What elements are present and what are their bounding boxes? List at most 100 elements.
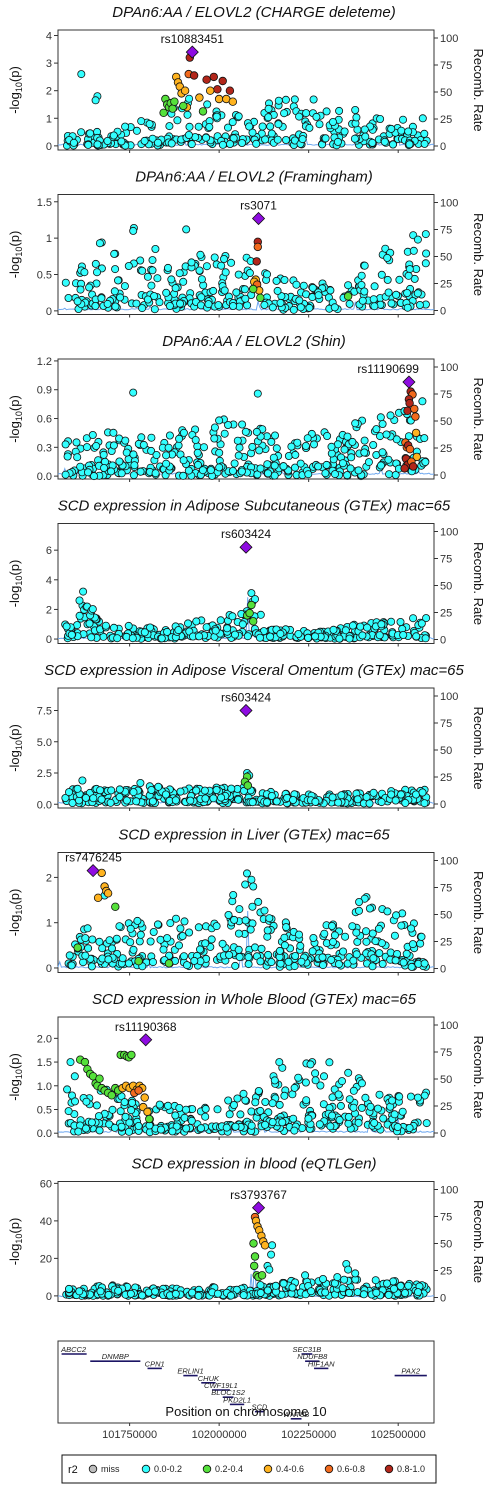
snp-point [205, 123, 214, 132]
snp-point [116, 1107, 125, 1116]
snp-point [83, 924, 92, 933]
gene-label: NDUFB8 [297, 1352, 328, 1361]
snp-point [238, 420, 247, 429]
snp-point [315, 1120, 324, 1129]
snp-point [391, 796, 400, 805]
snp-point [396, 1282, 405, 1291]
snp-point [171, 1111, 180, 1120]
snp-point [245, 268, 254, 277]
y-tick-label: 2.5 [37, 768, 52, 780]
snp-point [121, 436, 130, 445]
snp-point [378, 959, 387, 968]
snp-point [126, 938, 135, 947]
snp-point [225, 951, 234, 960]
snp-point [217, 793, 226, 802]
snp-point [351, 106, 360, 115]
snp-point [244, 953, 253, 962]
gene-label: HIF1AN [308, 1359, 335, 1368]
snp-point [97, 294, 106, 303]
snp-point-ld [73, 943, 82, 952]
snp-point [314, 462, 323, 471]
snp-point [294, 630, 303, 639]
y2-axis-label: Recomb. Rate [471, 871, 486, 954]
snp-point [275, 946, 284, 955]
y2-tick-label: 50 [440, 910, 452, 922]
snp-point-ld [214, 94, 224, 104]
y-axis-label: -log10(p) [7, 889, 24, 937]
snp-point-ld [180, 86, 190, 95]
snp-point [374, 924, 383, 933]
snp-point [322, 107, 331, 116]
y-axis-label: -log10(p) [7, 231, 24, 279]
snp-point [229, 1101, 238, 1110]
x-tick-label: 102000000 [192, 1429, 247, 1441]
snp-point [369, 954, 378, 963]
snp-point [185, 122, 194, 131]
snp-point [174, 941, 183, 950]
snp-point-ld [143, 1107, 152, 1117]
snp-point [340, 445, 349, 454]
snp-point [388, 1096, 397, 1105]
snp-point-ld [243, 781, 252, 790]
snp-point [184, 130, 193, 139]
snp-point [337, 1077, 346, 1086]
snp-point [115, 922, 124, 931]
points-ld [240, 772, 252, 790]
snp-point [305, 303, 314, 312]
snp-point [406, 1092, 415, 1101]
snp-point [194, 122, 203, 131]
snp-point [408, 940, 417, 949]
snp-point [247, 1121, 256, 1130]
snp-point [344, 1265, 353, 1274]
snp-point [330, 470, 339, 479]
snp-point [218, 939, 227, 948]
snp-point [256, 1106, 265, 1115]
snp-point [146, 623, 155, 632]
snp-point [82, 434, 91, 443]
snp-point [237, 138, 246, 147]
snp-point [291, 450, 300, 459]
snp-point [249, 882, 258, 891]
snp-point [125, 1118, 134, 1127]
snp-point [73, 297, 82, 306]
gene-label: CWF19L1 [204, 1381, 238, 1390]
snp-point [167, 275, 176, 284]
snp-point [301, 1078, 310, 1087]
y2-axis-label: Recomb. Rate [471, 1200, 486, 1283]
y2-tick-label: 100 [440, 1020, 458, 1032]
y2-tick-label: 75 [440, 389, 452, 401]
snp-point [193, 460, 202, 469]
legend-label: 0.6-0.8 [337, 1464, 365, 1474]
snp-point [361, 1093, 370, 1102]
y2-tick-label: 0 [440, 306, 446, 318]
x-tick-label: 101750000 [102, 1429, 157, 1441]
snp-point [315, 120, 324, 129]
snp-point-ld [225, 86, 235, 95]
snp-point [128, 634, 137, 643]
snp-point [314, 291, 323, 300]
snp-point [256, 610, 265, 619]
snp-point [105, 936, 114, 945]
snp-point [159, 945, 168, 954]
snp-point [264, 104, 273, 113]
snp-point-ld [127, 1050, 136, 1060]
snp-point-ld [95, 1074, 104, 1083]
snp-point [77, 70, 86, 79]
snp-point [217, 261, 226, 270]
snp-point [61, 470, 70, 479]
gene-label: CHUK [198, 1374, 220, 1383]
snp-point [107, 786, 116, 795]
y-tick-label: 0 [46, 963, 52, 975]
snp-point [81, 934, 90, 943]
snp-point [370, 1118, 379, 1127]
snp-point-ld [248, 284, 258, 294]
snp-point [93, 140, 102, 149]
snp-point [391, 956, 400, 965]
y2-tick-label: 50 [440, 1074, 452, 1086]
snp-point-ld [410, 404, 419, 414]
snp-point [337, 791, 346, 800]
snp-point [121, 1112, 130, 1121]
snp-point [79, 587, 88, 596]
snp-point [390, 1110, 399, 1119]
snp-point [226, 1291, 235, 1300]
